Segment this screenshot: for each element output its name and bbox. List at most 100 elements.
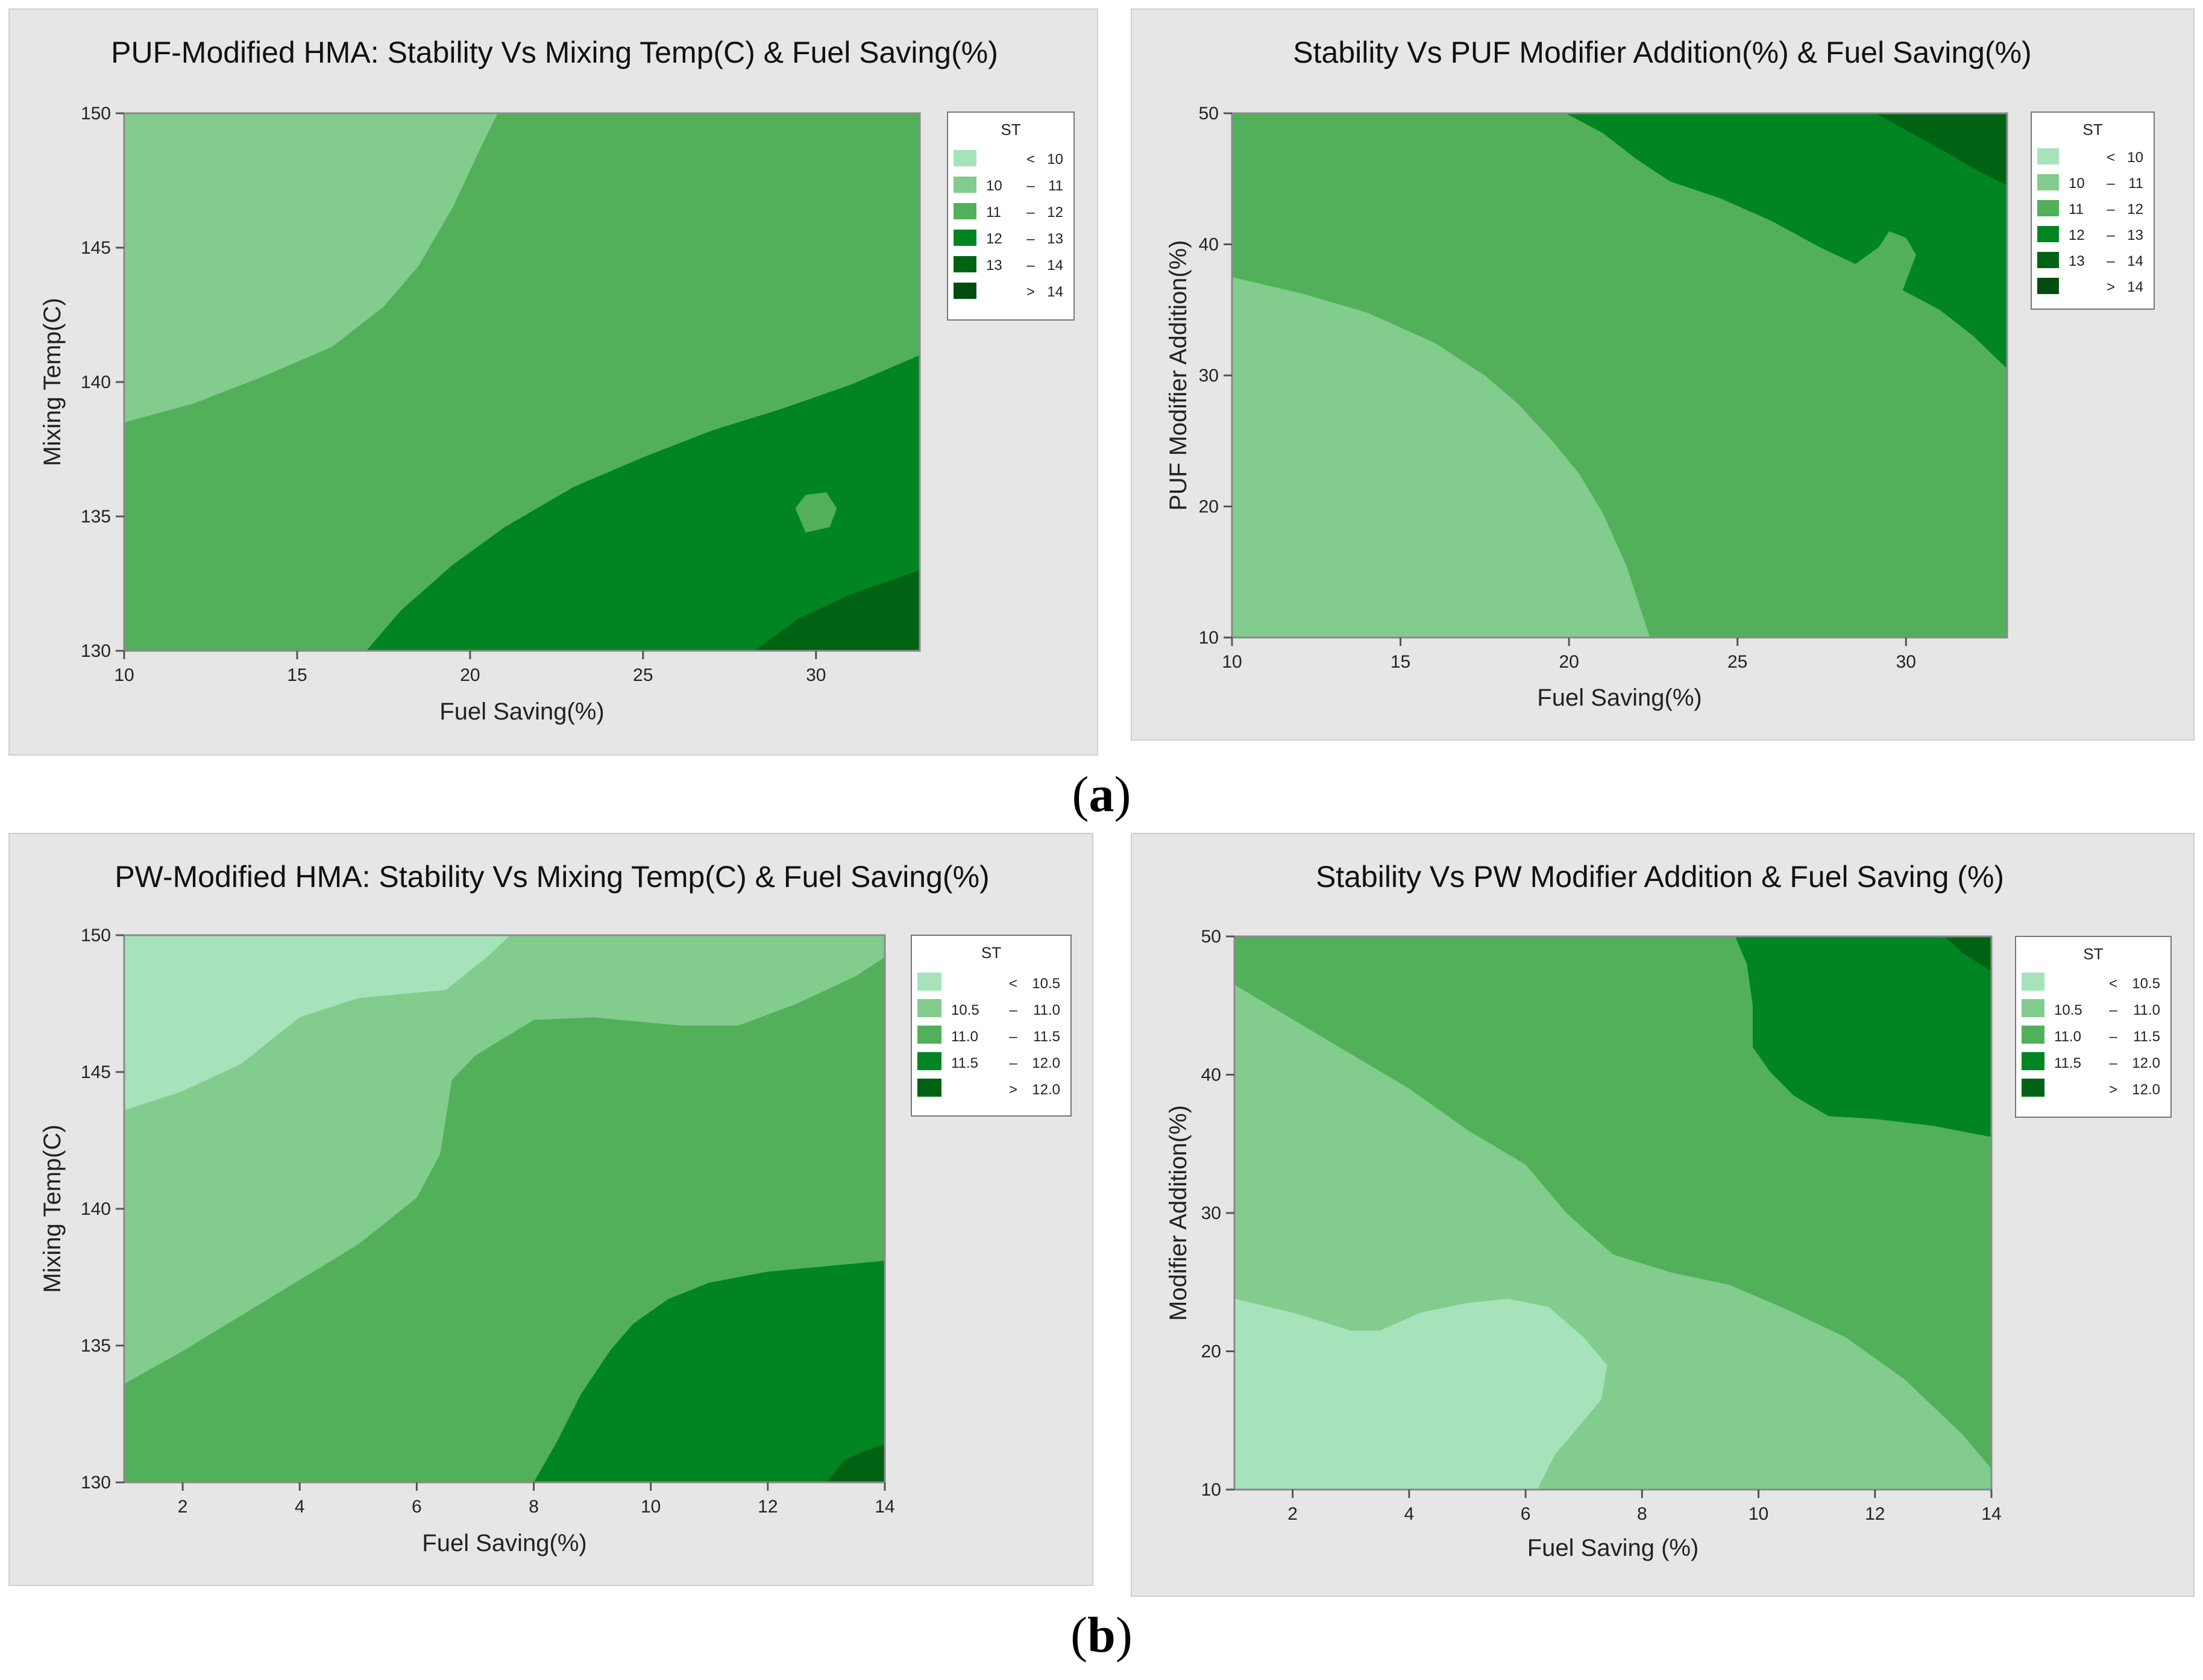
legend-title: ST — [2083, 945, 2103, 963]
chart-panel-pw-temp: PW-Modified HMA: Stability Vs Mixing Tem… — [8, 833, 1093, 1586]
legend-upper-value: 14 — [1047, 284, 1063, 300]
x-tick-label: 12 — [1865, 1504, 1885, 1524]
y-tick-label: 145 — [81, 1062, 111, 1082]
x-tick-label: 8 — [1637, 1504, 1647, 1524]
contour-plot-pw-temp: PW-Modified HMA: Stability Vs Mixing Tem… — [39, 860, 1072, 1556]
y-tick-label: 40 — [1201, 1065, 1221, 1085]
chart-title: PUF-Modified HMA: Stability Vs Mixing Te… — [111, 36, 998, 69]
legend-lower-value: 10 — [2069, 175, 2085, 192]
legend-comparator: > — [2109, 1082, 2117, 1098]
legend-range-separator: – — [2107, 175, 2115, 192]
legend-swatch — [2022, 999, 2044, 1017]
y-tick-label: 50 — [1201, 927, 1221, 947]
contour-region-1 — [124, 113, 498, 422]
contour-region-3 — [533, 1261, 885, 1482]
y-tick-label: 135 — [81, 1336, 111, 1356]
legend-upper-value: 12 — [1047, 204, 1063, 221]
legend-upper-value: 11 — [2128, 175, 2143, 192]
legend-swatch — [2022, 1079, 2044, 1097]
legend-swatch — [954, 230, 976, 246]
legend-lower-value: 11.5 — [2054, 1055, 2081, 1071]
legend-title: ST — [1001, 121, 1020, 139]
contour-plot-puf-temp: PUF-Modified HMA: Stability Vs Mixing Te… — [39, 36, 1075, 725]
legend-swatch — [2037, 200, 2059, 216]
x-tick-label: 14 — [1981, 1504, 2001, 1524]
legend-swatch — [954, 203, 976, 219]
x-axis-label: Fuel Saving(%) — [422, 1530, 586, 1556]
legend-swatch — [954, 150, 976, 166]
chart-title: Stability Vs PW Modifier Addition & Fuel… — [1316, 860, 2004, 894]
legend-range-separator: – — [2107, 227, 2115, 243]
legend-swatch — [2037, 226, 2059, 242]
x-tick-label: 6 — [412, 1497, 422, 1517]
legend-upper-value: 12.0 — [2132, 1055, 2160, 1071]
legend-swatch — [917, 973, 941, 991]
legend-lower-value: 11.5 — [951, 1055, 978, 1071]
legend-comparator: > — [2107, 279, 2115, 295]
y-axis-label: Mixing Temp(C) — [39, 1124, 66, 1293]
legend-swatch — [2037, 148, 2059, 165]
y-tick-label: 30 — [1201, 1203, 1221, 1223]
legend-comparator: < — [1026, 151, 1035, 168]
legend-range-separator: – — [2109, 1029, 2117, 1045]
legend-range-separator: – — [2107, 201, 2115, 218]
y-tick-label: 10 — [1199, 628, 1219, 648]
legend-upper-value: 11.5 — [2133, 1029, 2160, 1045]
contour-region-2 — [1234, 1299, 1607, 1490]
legend-range-separator: – — [1026, 178, 1035, 194]
contour-plot-pw-modifier: Stability Vs PW Modifier Addition & Fuel… — [1165, 860, 2172, 1561]
y-tick-label: 20 — [1201, 1342, 1221, 1362]
legend-lower-value: 10.5 — [951, 1002, 979, 1018]
legend-comparator: > — [1009, 1082, 1017, 1098]
x-tick-label: 4 — [1404, 1504, 1415, 1524]
legend-swatch — [917, 1052, 941, 1070]
legend-lower-value: 11.0 — [951, 1029, 978, 1045]
x-tick-label: 14 — [875, 1497, 894, 1517]
contour-region-1 — [1232, 277, 1650, 638]
y-tick-label: 130 — [81, 1473, 111, 1493]
x-tick-label: 12 — [758, 1497, 778, 1517]
contour-region-2 — [1565, 113, 2007, 369]
legend-range-separator: – — [1009, 1029, 1017, 1045]
x-tick-label: 30 — [1896, 652, 1916, 672]
chart-panel-pw-modifier: Stability Vs PW Modifier Addition & Fuel… — [1131, 833, 2195, 1597]
x-tick-label: 4 — [295, 1497, 305, 1517]
legend-range-separator: – — [2109, 1055, 2117, 1071]
legend-lower-value: 10.5 — [2054, 1002, 2082, 1018]
legend-upper-value: 10.5 — [2132, 976, 2160, 992]
legend-lower-value: 11 — [2069, 201, 2084, 218]
x-tick-label: 20 — [1559, 652, 1579, 672]
legend-upper-value: 14 — [2127, 253, 2143, 269]
x-tick-label: 10 — [1222, 652, 1242, 672]
legend-lower-value: 13 — [2069, 253, 2085, 269]
x-tick-label: 15 — [287, 665, 307, 685]
x-tick-label: 2 — [1287, 1504, 1298, 1524]
legend-title: ST — [2082, 121, 2102, 139]
y-axis-label: Mixing Temp(C) — [39, 298, 66, 466]
x-tick-label: 2 — [178, 1497, 188, 1517]
x-tick-label: 15 — [1391, 652, 1410, 672]
contour-region-4 — [753, 570, 920, 651]
legend-swatch — [2037, 252, 2059, 268]
x-tick-label: 10 — [114, 665, 134, 685]
x-tick-label: 20 — [460, 665, 480, 685]
legend-lower-value: 13 — [986, 257, 1002, 274]
legend-title: ST — [981, 944, 1001, 962]
x-tick-label: 8 — [529, 1497, 539, 1517]
chart-panel-puf-modifier: Stability Vs PUF Modifier Addition(%) & … — [1131, 8, 2195, 741]
y-tick-label: 40 — [1199, 235, 1219, 255]
legend-upper-value: 14 — [2127, 279, 2143, 295]
contour-region-3 — [1875, 113, 2007, 186]
contour-region-3 — [1735, 936, 1991, 1137]
x-axis-label: Fuel Saving(%) — [1537, 685, 1702, 711]
legend-lower-value: 11 — [986, 204, 1001, 221]
legend-upper-value: 11.0 — [2133, 1002, 2160, 1018]
chart-title: PW-Modified HMA: Stability Vs Mixing Tem… — [115, 860, 989, 894]
legend-lower-value: 11.0 — [2054, 1029, 2081, 1045]
figure-label-b: (b) — [1070, 1607, 1133, 1663]
y-axis-label: Modifier Addition(%) — [1165, 1105, 1192, 1321]
y-tick-label: 130 — [81, 641, 111, 661]
contour-region-2 — [366, 355, 920, 651]
legend-upper-value: 12.0 — [2132, 1082, 2160, 1098]
y-tick-label: 50 — [1199, 104, 1219, 124]
